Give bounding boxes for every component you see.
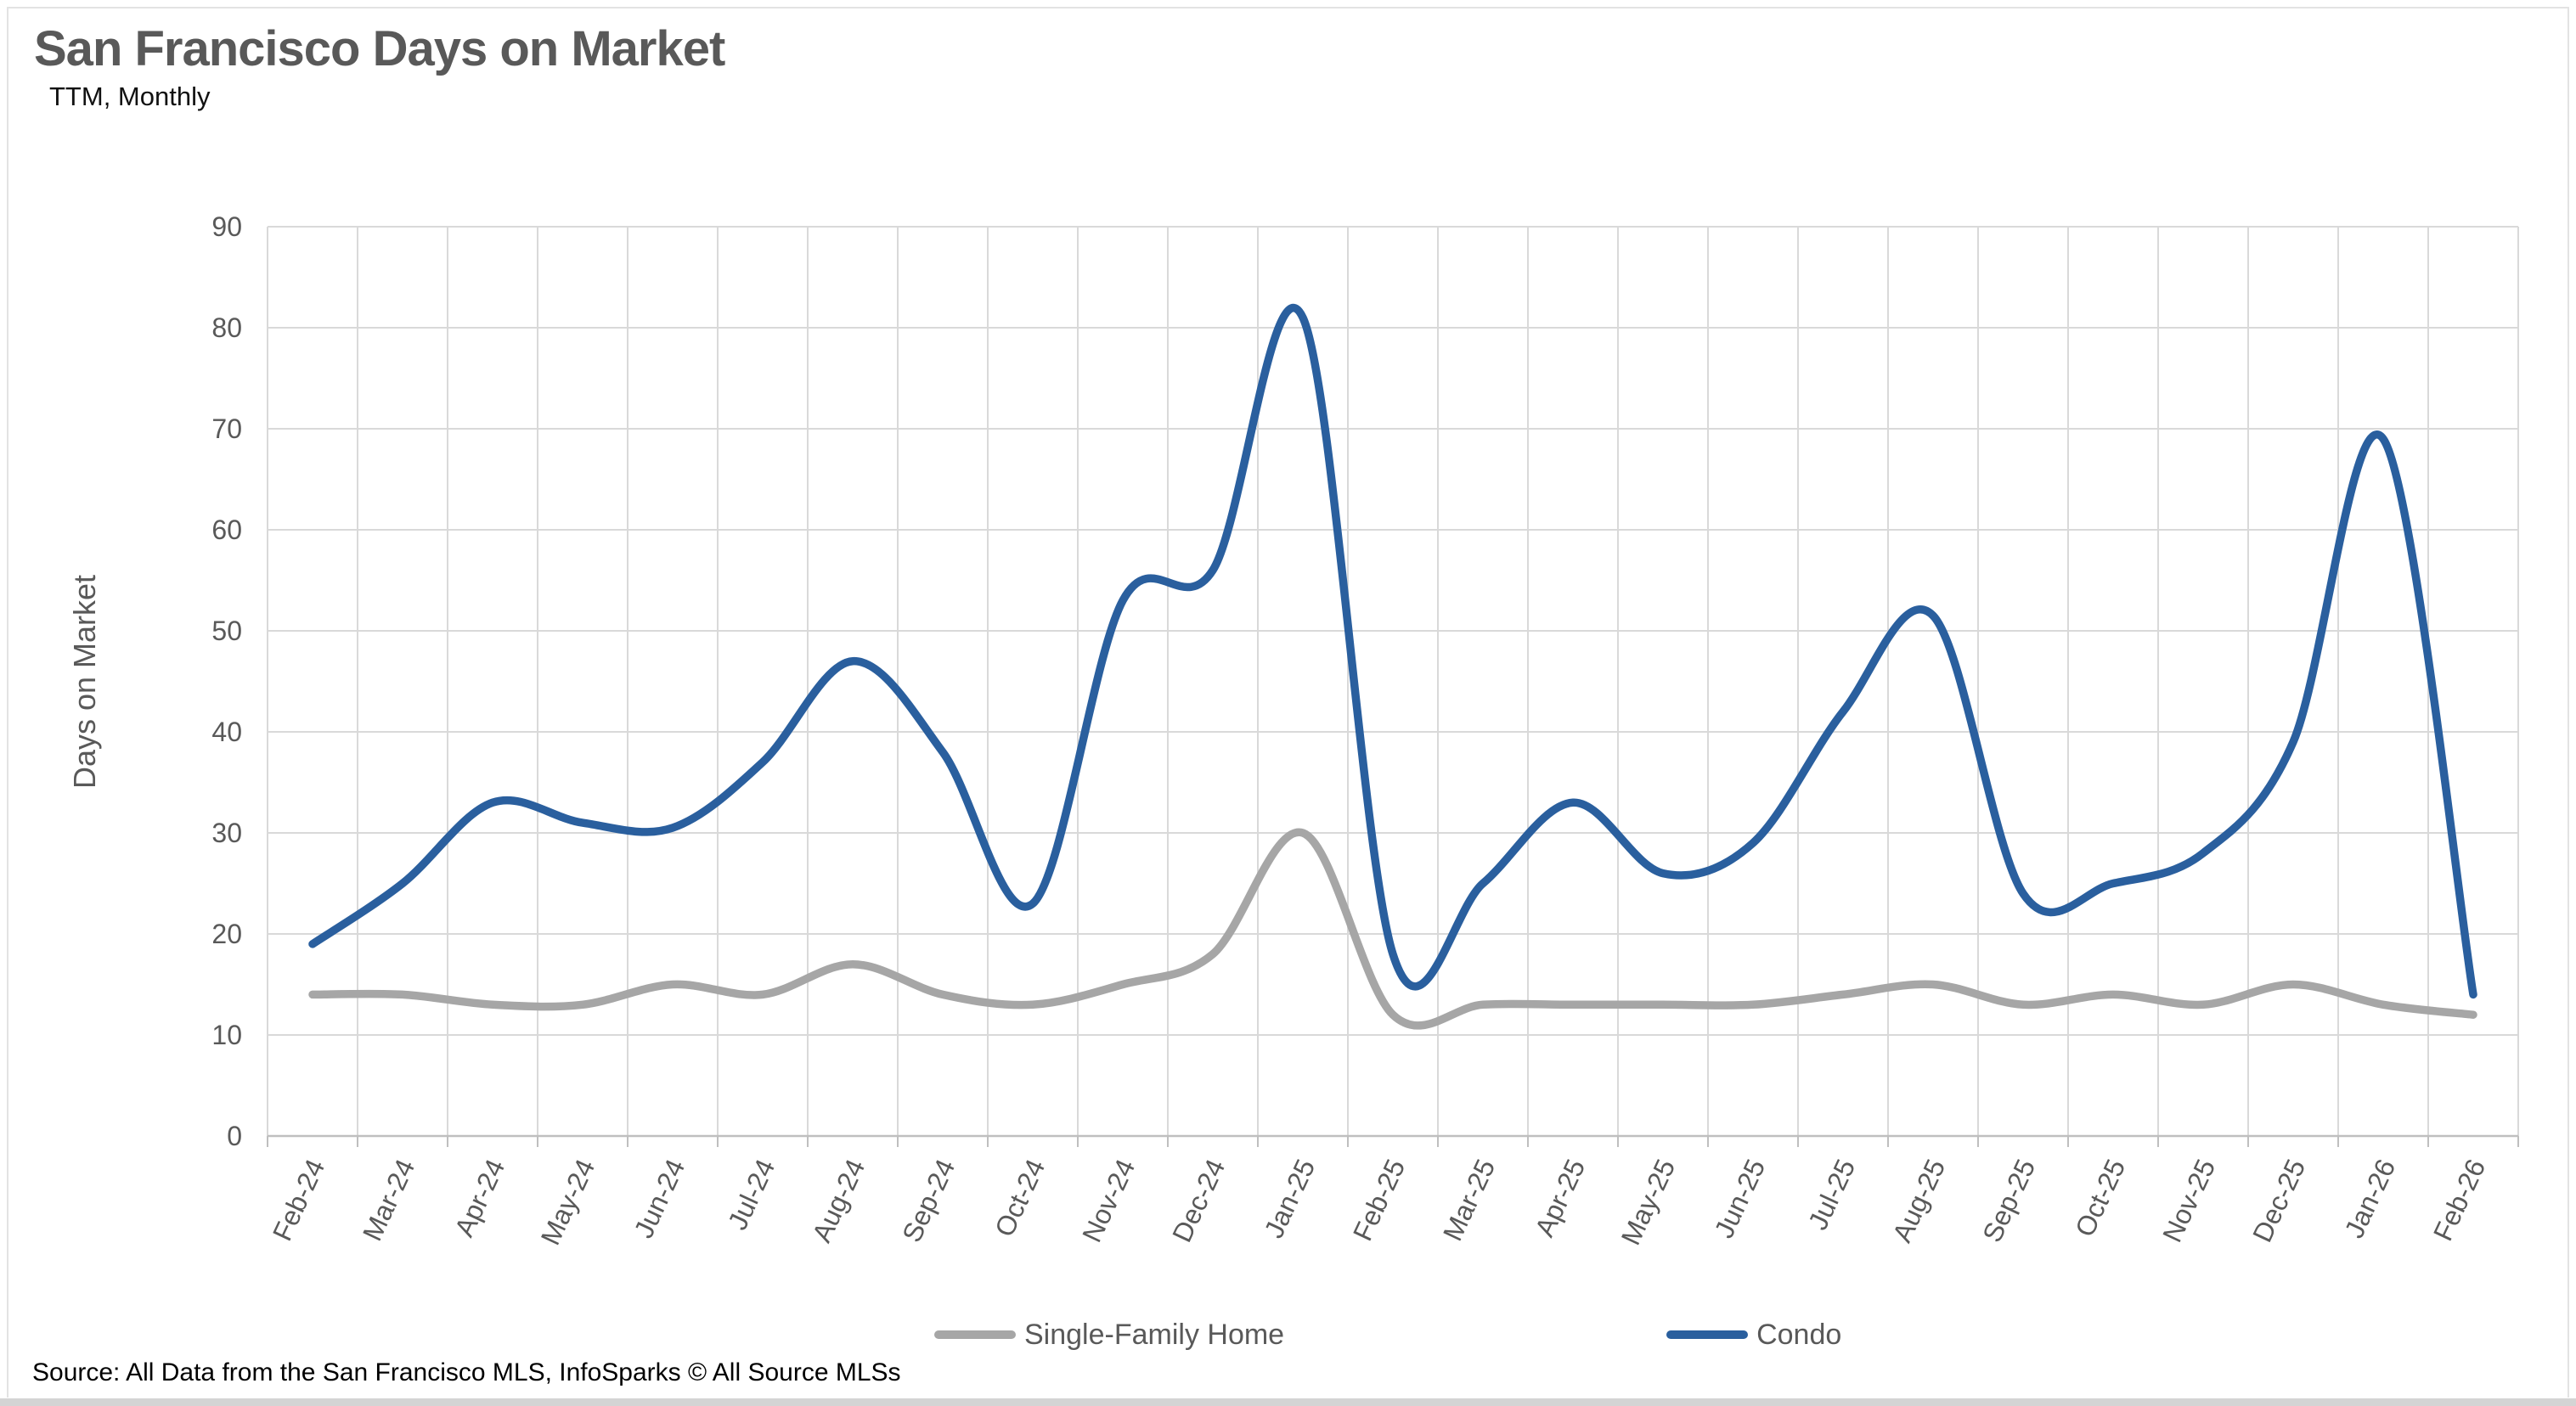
svg-text:40: 40 bbox=[211, 717, 242, 747]
svg-text:Mar-24: Mar-24 bbox=[357, 1155, 420, 1246]
svg-text:30: 30 bbox=[211, 818, 242, 848]
legend-item-condo: Condo bbox=[1666, 1319, 1841, 1352]
svg-text:May-25: May-25 bbox=[1615, 1155, 1682, 1250]
legend-label: Single-Family Home bbox=[1024, 1318, 1285, 1351]
svg-text:60: 60 bbox=[211, 515, 242, 545]
svg-text:May-24: May-24 bbox=[535, 1155, 601, 1250]
svg-text:Jun-25: Jun-25 bbox=[1708, 1155, 1771, 1243]
svg-text:70: 70 bbox=[211, 413, 242, 444]
svg-text:Feb-25: Feb-25 bbox=[1347, 1155, 1411, 1246]
single-family-line-swatch-icon bbox=[934, 1330, 1016, 1339]
svg-text:80: 80 bbox=[211, 312, 242, 343]
svg-text:Oct-24: Oct-24 bbox=[989, 1155, 1051, 1241]
series-line-single-family-home bbox=[308, 828, 2477, 1030]
svg-text:Jun-24: Jun-24 bbox=[628, 1155, 691, 1243]
x-axis-labels: Feb-24 Mar-24 Apr-24 May-24 Jun-24 Jul-24 Aug-… bbox=[267, 1155, 2491, 1250]
bottom-edge-bar bbox=[0, 1398, 2576, 1406]
page-subtitle: TTM, Monthly bbox=[49, 82, 211, 111]
condo-line-swatch-icon bbox=[1666, 1330, 1749, 1339]
svg-text:90: 90 bbox=[211, 211, 242, 242]
svg-text:Jan-25: Jan-25 bbox=[1258, 1155, 1321, 1243]
svg-text:Days on Market: Days on Market bbox=[67, 575, 102, 789]
page-title: San Francisco Days on Market bbox=[34, 21, 725, 76]
x-axis bbox=[267, 1134, 2519, 1147]
chart-legend: Single-Family Home Condo bbox=[934, 1314, 1841, 1355]
svg-text:10: 10 bbox=[211, 1020, 242, 1050]
svg-text:Mar-25: Mar-25 bbox=[1437, 1155, 1501, 1246]
series-line-condo bbox=[308, 304, 2477, 999]
source-attribution: Source: All Data from the San Francisco … bbox=[32, 1358, 901, 1386]
svg-text:Nov-25: Nov-25 bbox=[2156, 1155, 2221, 1247]
svg-text:20: 20 bbox=[211, 919, 242, 949]
svg-text:Aug-24: Aug-24 bbox=[806, 1155, 871, 1247]
svg-text:Jul-24: Jul-24 bbox=[722, 1155, 781, 1234]
svg-text:Jul-25: Jul-25 bbox=[1802, 1155, 1861, 1234]
legend-label: Condo bbox=[1756, 1318, 1842, 1351]
legend-item-single-family-home: Single-Family Home bbox=[934, 1319, 1284, 1352]
svg-text:Jan-26: Jan-26 bbox=[2338, 1155, 2401, 1243]
svg-text:Apr-24: Apr-24 bbox=[448, 1155, 510, 1241]
svg-text:Aug-25: Aug-25 bbox=[1886, 1155, 1951, 1247]
svg-text:0: 0 bbox=[227, 1121, 242, 1151]
svg-text:Feb-26: Feb-26 bbox=[2427, 1155, 2491, 1246]
svg-text:Dec-25: Dec-25 bbox=[2246, 1155, 2311, 1247]
svg-text:Oct-25: Oct-25 bbox=[2069, 1155, 2131, 1241]
svg-text:Sep-25: Sep-25 bbox=[1976, 1155, 2041, 1247]
svg-text:Dec-24: Dec-24 bbox=[1166, 1155, 1231, 1247]
y-axis-title: Days on Market bbox=[67, 575, 102, 789]
svg-text:Nov-24: Nov-24 bbox=[1076, 1155, 1141, 1247]
svg-text:Feb-24: Feb-24 bbox=[267, 1155, 330, 1246]
svg-text:50: 50 bbox=[211, 616, 242, 646]
svg-text:Sep-24: Sep-24 bbox=[896, 1155, 961, 1247]
y-axis-labels: 0 10 20 30 40 50 60 70 80 90 bbox=[211, 211, 242, 1151]
svg-text:Apr-25: Apr-25 bbox=[1529, 1155, 1591, 1241]
